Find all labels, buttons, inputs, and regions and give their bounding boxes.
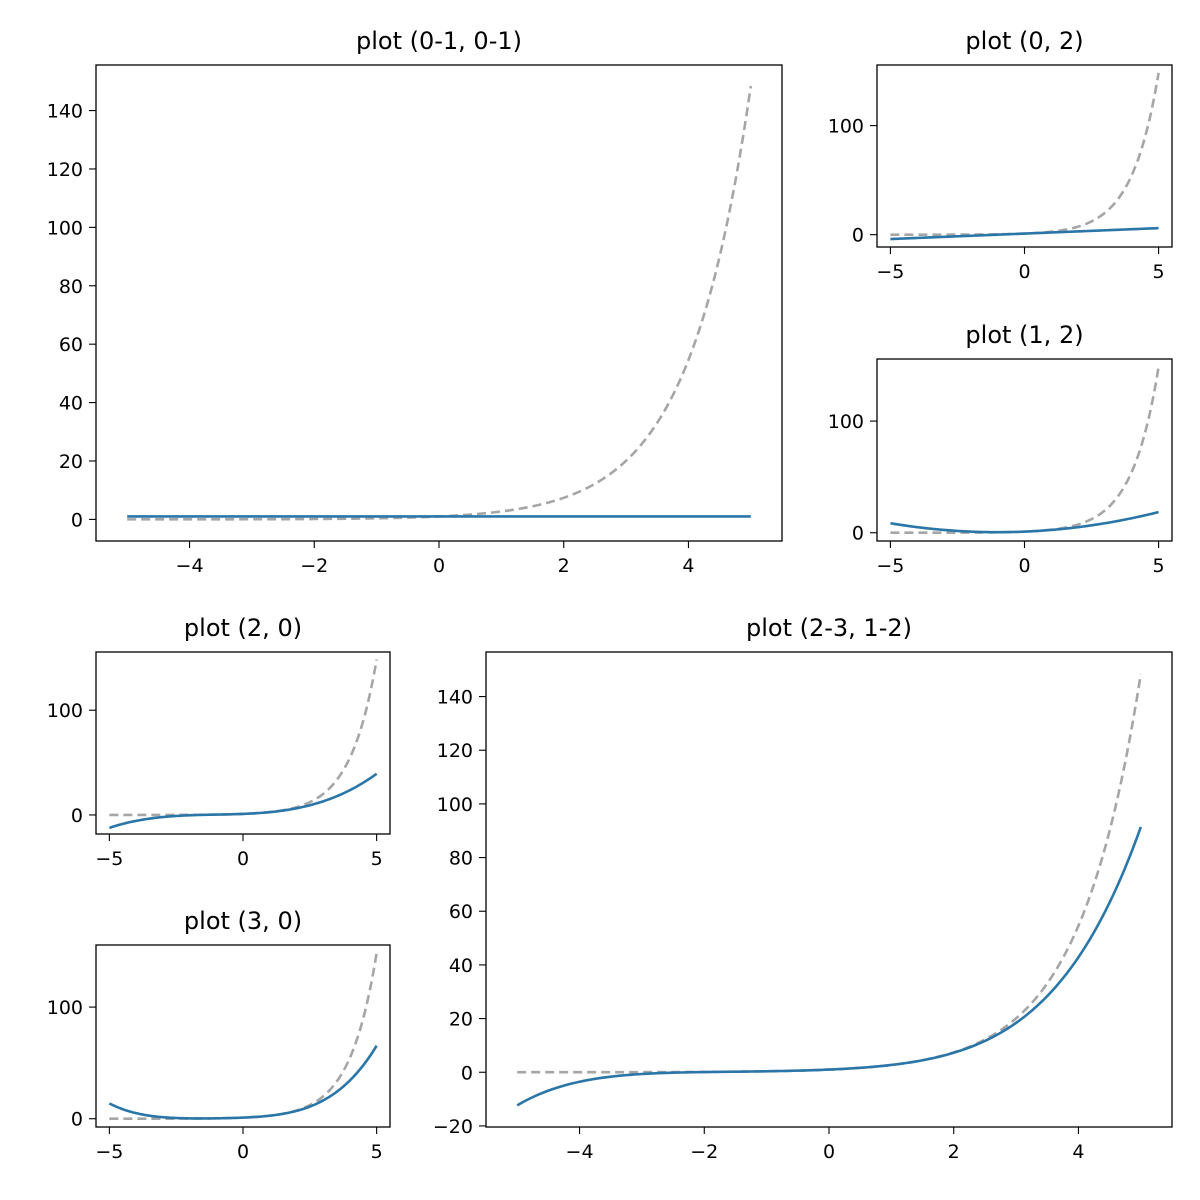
y-tick-label: 0 <box>852 523 864 545</box>
y-tick-label: 40 <box>449 955 473 977</box>
x-tick-label: 4 <box>1072 1141 1084 1163</box>
x-tick-label: 0 <box>237 848 249 870</box>
x-tick-label: 5 <box>371 848 383 870</box>
x-tick-label: 0 <box>823 1141 835 1163</box>
subplots: plot (0-1, 0-1)−4 −2 0 2 4020406080100120140… <box>47 27 1173 1163</box>
x-tick-label: 0 <box>1018 261 1030 283</box>
y-tick-label: 100 <box>828 116 864 138</box>
y-tick-label: 100 <box>437 794 473 816</box>
y-tick-label: 0 <box>71 509 83 531</box>
subplot-title: plot (3, 0) <box>184 907 302 935</box>
subplot-title: plot (0, 2) <box>965 27 1083 55</box>
x-tick-label: 2 <box>948 1141 960 1163</box>
fit-line <box>890 226 1159 241</box>
x-tick-label: 0 <box>1018 555 1030 577</box>
y-tick-label: 20 <box>449 1009 473 1031</box>
fit-line <box>108 772 378 830</box>
y-tick-label: 140 <box>47 101 83 123</box>
fit-line <box>108 1045 378 1120</box>
subplot-title: plot (2-3, 1-2) <box>746 614 912 642</box>
y-tick-label: 40 <box>59 393 83 415</box>
x-tick-label: −4 <box>176 555 204 577</box>
x-tick-label: 2 <box>558 555 570 577</box>
y-tick-label: 0 <box>852 225 864 247</box>
y-tick-label: 0 <box>461 1062 473 1084</box>
y-tick-label: 0 <box>71 1109 83 1131</box>
axes-frame <box>876 358 1173 542</box>
x-tick-label: −5 <box>95 848 123 870</box>
axes-frame <box>876 64 1173 248</box>
y-tick-label: 120 <box>47 159 83 181</box>
axes-frame <box>95 64 783 542</box>
axes-frame <box>95 651 391 835</box>
y-tick-label: 80 <box>59 276 83 298</box>
y-tick-label: 100 <box>47 997 83 1019</box>
x-tick-label: −2 <box>690 1141 718 1163</box>
x-tick-label: 5 <box>1153 555 1165 577</box>
y-tick-label: 100 <box>47 700 83 722</box>
y-tick-label: 60 <box>449 901 473 923</box>
y-tick-label: 20 <box>59 451 83 473</box>
subplot-title: plot (1, 2) <box>965 321 1083 349</box>
fit-line <box>516 826 1143 1107</box>
x-tick-label: −5 <box>876 555 904 577</box>
y-tick-label: 120 <box>437 740 473 762</box>
y-tick-label: 100 <box>828 411 864 433</box>
subplot-title: plot (0-1, 0-1) <box>356 27 522 55</box>
subplot-p2312: plot (2-3, 1-2)−4 −2 0 2 4−20020406080100120… <box>433 614 1173 1163</box>
subplot-title: plot (2, 0) <box>184 614 302 642</box>
axes-frame <box>485 651 1173 1128</box>
y-tick-label: 60 <box>59 334 83 356</box>
y-tick-label: 80 <box>449 848 473 870</box>
x-tick-label: 0 <box>237 1141 249 1163</box>
y-tick-label: 100 <box>47 217 83 239</box>
x-tick-label: −5 <box>876 261 904 283</box>
x-tick-label: −4 <box>566 1141 594 1163</box>
x-tick-label: 5 <box>371 1141 383 1163</box>
x-tick-label: 5 <box>1153 261 1165 283</box>
x-tick-label: 4 <box>682 555 694 577</box>
fit-line <box>890 510 1159 534</box>
y-tick-label: 0 <box>71 805 83 827</box>
x-tick-label: 0 <box>433 555 445 577</box>
axes-frame <box>95 944 391 1128</box>
y-tick-label: 140 <box>437 687 473 709</box>
y-tick-label: −20 <box>433 1116 473 1138</box>
x-tick-label: −2 <box>300 555 328 577</box>
x-tick-label: −5 <box>95 1141 123 1163</box>
